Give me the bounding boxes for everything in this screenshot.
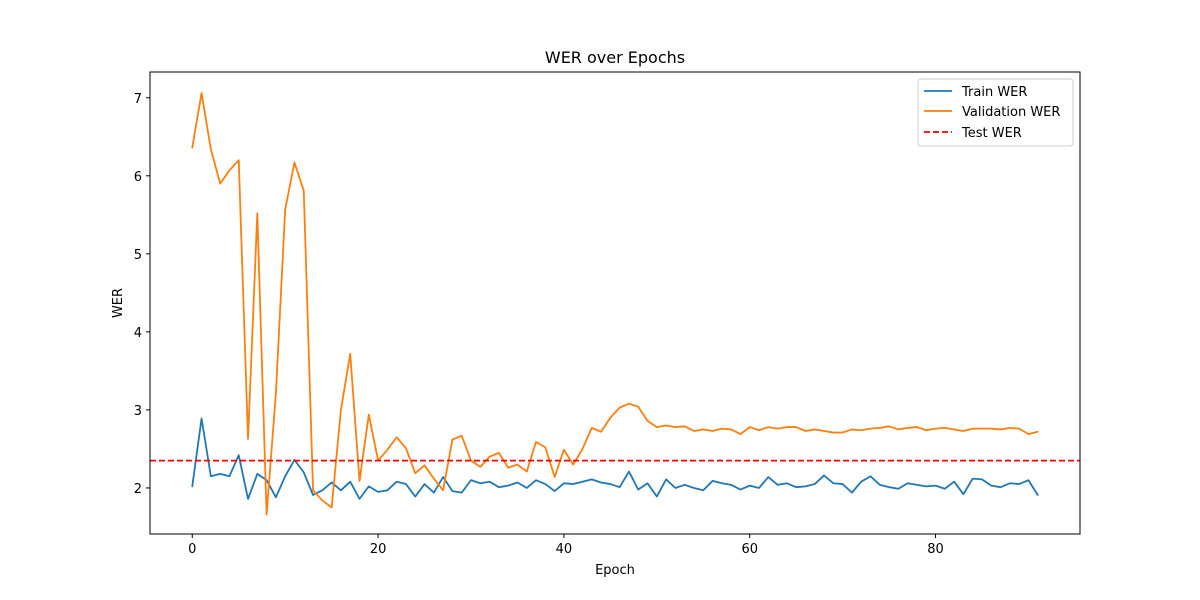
series-line-1 [191,92,1039,516]
plot-area [150,72,1080,534]
x-axis-ticks: 0 20 40 60 80 [188,534,944,557]
x-tick-label: 40 [556,542,573,557]
y-tick-label: 5 [134,248,142,263]
legend-label-test: Test WER [961,126,1022,141]
x-tick-label: 60 [741,542,758,557]
x-axis-label: Epoch [595,563,635,578]
y-tick-label: 2 [134,482,142,497]
axes-frame [149,71,1081,535]
y-tick-label: 6 [134,170,142,185]
legend: Train WER Validation WER Test WER [917,78,1074,147]
x-tick-label: 0 [188,542,196,557]
axes-spines [149,71,1081,535]
series-layer [150,92,1080,516]
legend-label-validation: Validation WER [962,105,1060,120]
x-tick-label: 20 [370,542,387,557]
chart-title: WER over Epochs [545,48,685,67]
y-axis-ticks: 2 3 4 5 6 7 [134,92,150,497]
y-tick-label: 4 [134,326,142,341]
y-tick-label: 7 [134,92,142,107]
y-axis-label: WER [111,288,126,318]
legend-label-train: Train WER [961,85,1027,100]
legend-box [917,78,1074,147]
x-tick-label: 80 [927,542,944,557]
y-tick-label: 3 [134,404,142,419]
